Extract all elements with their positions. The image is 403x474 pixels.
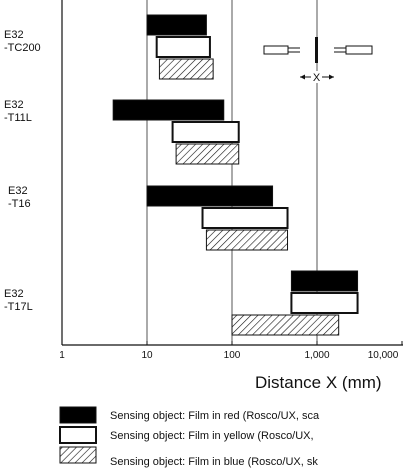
range-bar-black bbox=[290, 270, 359, 292]
range-bar-hatched bbox=[205, 229, 289, 251]
category-label: -T17L bbox=[4, 301, 33, 313]
sensing-object-shape bbox=[315, 37, 318, 63]
x-axis-title: Distance X (mm) bbox=[255, 373, 382, 392]
x-tick-label: 1 bbox=[59, 350, 65, 361]
x-tick-label: 1,000 bbox=[304, 350, 329, 361]
legend-label-yellow: Sensing object: Film in yellow (Rosco/UX… bbox=[110, 430, 314, 442]
legend-swatch-yellow bbox=[59, 426, 97, 444]
range-bar-black bbox=[146, 185, 274, 207]
x-tick-label: 10,000 bbox=[368, 350, 399, 361]
dimension-label: X bbox=[313, 72, 321, 84]
range-bar-white bbox=[171, 121, 240, 143]
dimension-arrow-left bbox=[300, 74, 305, 80]
bars bbox=[112, 14, 359, 336]
range-bar-white bbox=[155, 36, 211, 58]
range-bar-hatched bbox=[175, 143, 240, 165]
inset-diagram: X bbox=[263, 37, 373, 84]
legend-label-red: Sensing object: Film in red (Rosco/UX, s… bbox=[110, 410, 320, 422]
legend-swatch-blue bbox=[59, 446, 97, 464]
category-label: E32 bbox=[4, 29, 24, 41]
category-label: E32 bbox=[4, 99, 24, 111]
range-bar-hatched bbox=[158, 58, 214, 80]
category-label: -TC200 bbox=[4, 42, 41, 54]
category-labels: E32 -TC200 E32 -T11L E32 -T16 E32 -T17L bbox=[4, 29, 41, 313]
range-bar-hatched bbox=[231, 314, 340, 336]
dimension-arrow-right bbox=[329, 74, 334, 80]
x-tick-label: 100 bbox=[224, 350, 241, 361]
category-label: E32 bbox=[8, 185, 28, 197]
dimension-label-bg bbox=[311, 71, 322, 83]
legend-swatch-red bbox=[59, 406, 97, 424]
legend: Sensing object: Film in red (Rosco/UX, s… bbox=[59, 406, 320, 468]
x-tick-labels: 1 10 100 1,000 10,000 bbox=[59, 341, 403, 361]
receiver-head-shape bbox=[334, 45, 373, 55]
emitter-head-shape bbox=[263, 45, 300, 55]
range-bar-black bbox=[112, 99, 225, 121]
range-bar-white bbox=[290, 292, 359, 314]
category-label: E32 bbox=[4, 288, 24, 300]
range-bar-white bbox=[201, 207, 289, 229]
legend-label-blue: Sensing object: Film in blue (Rosco/UX, … bbox=[110, 456, 318, 468]
range-bar-black bbox=[146, 14, 207, 36]
category-label: -T16 bbox=[8, 198, 31, 210]
x-tick-label: 10 bbox=[141, 350, 153, 361]
category-label: -T11L bbox=[4, 112, 32, 124]
